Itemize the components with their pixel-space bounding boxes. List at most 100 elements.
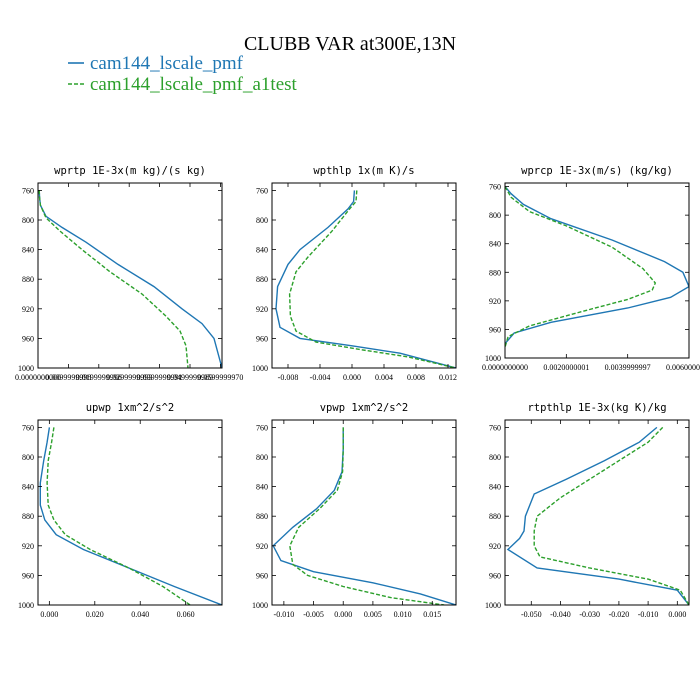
panel-grid: wprtp 1E-3x(m kg)/(s kg) 760 800 840 880 920 9… <box>15 165 700 619</box>
x-tick-label: 0.020 <box>86 610 104 619</box>
y-tick-label: 760 <box>256 423 268 432</box>
panel-title: upwp 1xm^2/s^2 <box>86 402 175 414</box>
x-tick-label: -0.008 <box>278 373 299 382</box>
panel-title: wpthlp 1x(m K)/s <box>313 165 414 177</box>
y-tick-label: 920 <box>256 542 268 551</box>
x-tick-label: 0.010 <box>394 610 412 619</box>
x-tick-label: 0.0199999996 <box>76 373 122 382</box>
x-tick-label: -0.040 <box>550 610 571 619</box>
legend: cam144_lscale_pmf cam144_lscale_pmf_a1te… <box>68 53 298 95</box>
y-tick-label: 800 <box>22 216 34 225</box>
panel-2: wpthlp 1x(m K)/s 760 800 840 880 920 960 1000 -0… <box>252 165 457 382</box>
series-line-1 <box>506 426 689 605</box>
panel-title: vpwp 1xm^2/s^2 <box>320 402 409 414</box>
y-tick-label: 1000 <box>18 364 34 373</box>
y-tick-label: 840 <box>256 483 268 492</box>
y-tick-label: 960 <box>256 334 268 343</box>
x-tick-label: 0.0000000000 <box>482 363 528 372</box>
y-tick-label: 1000 <box>18 601 34 610</box>
y-tick-label: 880 <box>489 268 501 277</box>
y-tick-label: 920 <box>489 297 501 306</box>
panel-5: vpwp 1xm^2/s^2 760 800 840 880 920 960 1000 -0.0… <box>252 402 457 619</box>
x-tick-label: 0.0099999998 <box>45 373 91 382</box>
series-line-1 <box>275 190 456 368</box>
series-line-2 <box>38 190 189 368</box>
y-tick-label: 840 <box>256 246 268 255</box>
figure-title: CLUBB VAR at300E,13N <box>244 33 456 55</box>
y-tick-label: 960 <box>256 571 268 580</box>
y-tick-label: 760 <box>489 183 501 192</box>
y-tick-label: 840 <box>489 483 501 492</box>
panel-6: rtpthlp 1E-3x(kg K)/kg 760 800 840 880 920 960… <box>485 402 690 619</box>
series-line-1 <box>505 186 689 345</box>
y-tick-label: 800 <box>256 453 268 462</box>
panel-3: wprcp 1E-3x(m/s) (kg/kg) 760 800 840 880 920 9… <box>482 165 700 372</box>
x-tick-label: -0.050 <box>521 610 542 619</box>
y-tick-label: 920 <box>256 305 268 314</box>
plot-frame <box>271 182 457 369</box>
x-tick-label: 0.008 <box>407 373 425 382</box>
y-tick-label: 840 <box>22 246 34 255</box>
y-tick-label: 960 <box>489 325 501 334</box>
x-tick-label: 0.0599999970 <box>197 373 243 382</box>
x-tick-label: 0.005 <box>364 610 382 619</box>
x-tick-label: -0.030 <box>579 610 600 619</box>
y-tick-label: 960 <box>489 571 501 580</box>
x-tick-label: 0.0039999997 <box>605 363 651 372</box>
series-line-1 <box>272 427 456 605</box>
legend-label-1: cam144_lscale_pmf <box>90 53 244 74</box>
y-tick-label: 800 <box>22 453 34 462</box>
plot-frame <box>504 182 690 359</box>
y-tick-label: 800 <box>489 453 501 462</box>
panel-title: rtpthlp 1E-3x(kg K)/kg <box>527 402 666 414</box>
plot-frame <box>271 419 457 606</box>
series-line-1 <box>38 190 222 368</box>
plot-frame <box>37 419 223 606</box>
y-tick-label: 920 <box>489 542 501 551</box>
series-line-2 <box>288 190 456 368</box>
panel-title: wprcp 1E-3x(m/s) (kg/kg) <box>521 165 673 177</box>
legend-label-2: cam144_lscale_pmf_a1test <box>90 74 298 95</box>
series-line-2 <box>46 427 191 605</box>
y-tick-label: 1000 <box>485 601 501 610</box>
y-tick-label: 1000 <box>252 601 268 610</box>
y-tick-label: 920 <box>22 542 34 551</box>
series-line-2 <box>533 426 689 605</box>
panel-4: upwp 1xm^2/s^2 760 800 840 880 920 960 1000 0.00… <box>18 402 223 619</box>
x-tick-label: 0.004 <box>375 373 393 382</box>
y-tick-label: 760 <box>256 186 268 195</box>
y-tick-label: 1000 <box>485 354 501 363</box>
x-tick-label: 0.0060000001 <box>666 363 700 372</box>
y-tick-label: 1000 <box>252 364 268 373</box>
x-tick-label: 0.0399999991 <box>137 373 183 382</box>
x-tick-label: 0.000 <box>40 610 58 619</box>
x-tick-label: -0.010 <box>638 610 659 619</box>
y-tick-label: 880 <box>22 512 34 521</box>
y-tick-label: 880 <box>256 275 268 284</box>
series-line-1 <box>39 427 222 605</box>
panel-1: wprtp 1E-3x(m kg)/(s kg) 760 800 840 880 920 9… <box>15 165 243 382</box>
x-tick-label: 0.000 <box>668 610 686 619</box>
plot-frame <box>37 182 223 369</box>
y-tick-label: 840 <box>22 483 34 492</box>
x-tick-label: -0.004 <box>310 373 331 382</box>
x-tick-label: 0.0000000000 <box>15 373 61 382</box>
y-tick-label: 880 <box>256 512 268 521</box>
series-line-2 <box>505 186 657 348</box>
x-tick-label: 0.0020000001 <box>543 363 589 372</box>
y-tick-label: 760 <box>22 423 34 432</box>
y-tick-label: 760 <box>22 186 34 195</box>
y-tick-label: 840 <box>489 240 501 249</box>
series-line-2 <box>289 427 445 605</box>
y-tick-label: 960 <box>22 334 34 343</box>
panel-title: wprtp 1E-3x(m kg)/(s kg) <box>54 165 206 177</box>
x-tick-label: -0.020 <box>609 610 630 619</box>
x-tick-label: -0.005 <box>303 610 324 619</box>
y-tick-label: 760 <box>489 423 501 432</box>
x-tick-label: 0.0299999993 <box>106 373 152 382</box>
x-tick-label: 0.040 <box>131 610 149 619</box>
x-tick-label: 0.060 <box>177 610 195 619</box>
x-tick-label: 0.015 <box>423 610 441 619</box>
y-tick-label: 800 <box>489 211 501 220</box>
